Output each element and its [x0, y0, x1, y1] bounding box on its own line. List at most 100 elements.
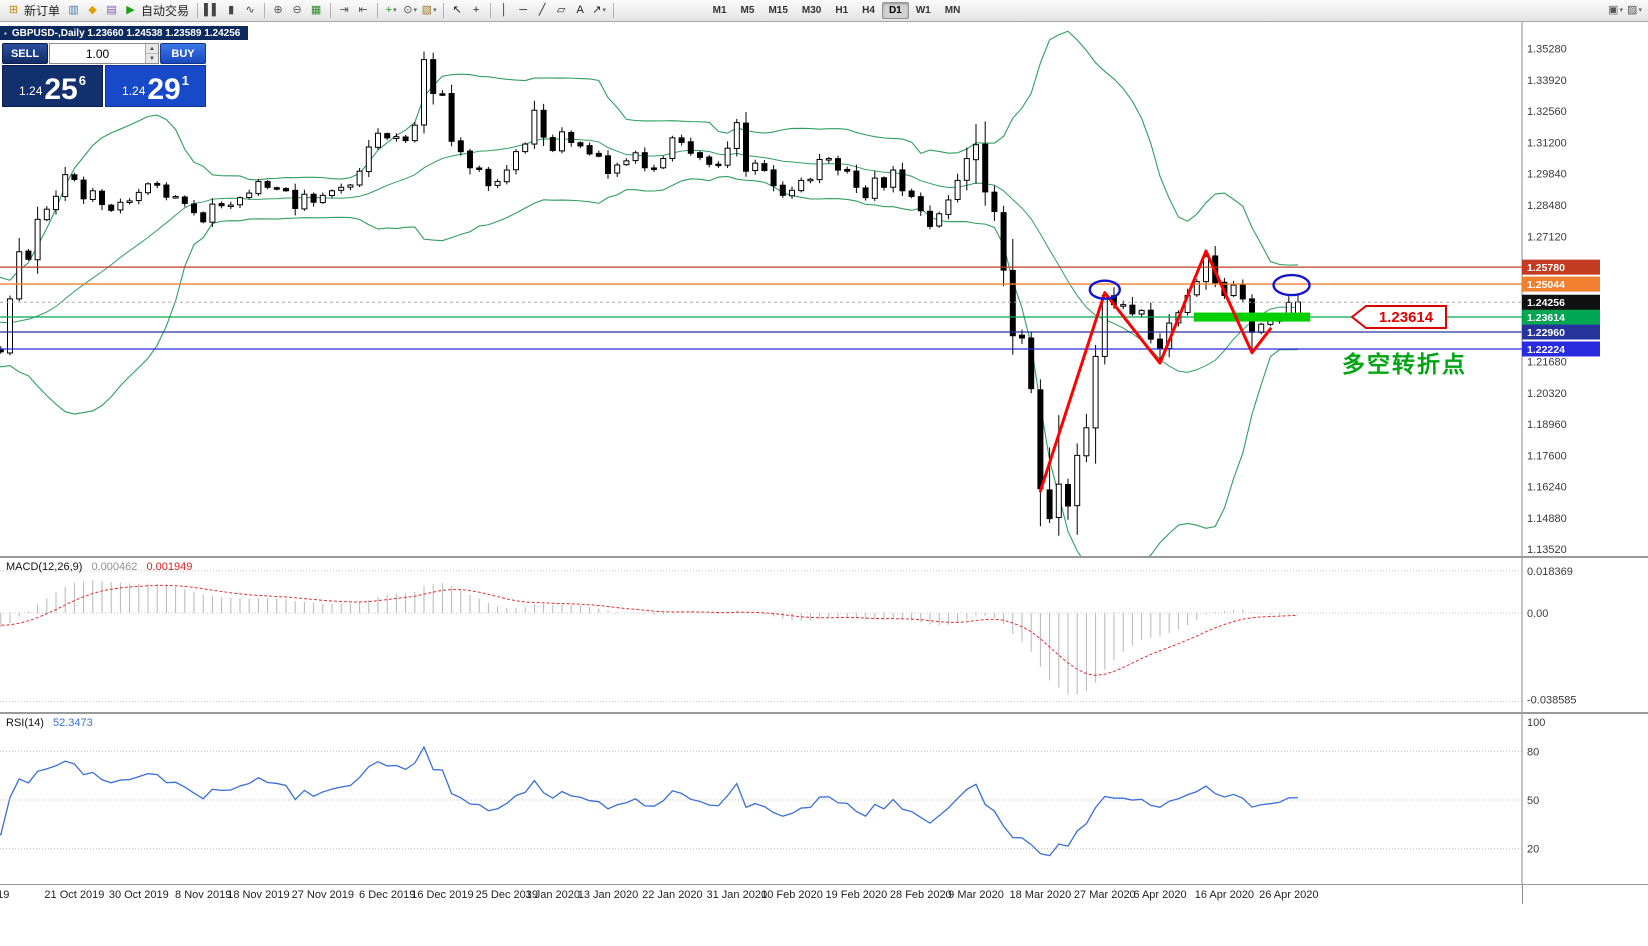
dropdown-caret-icon[interactable]: ▾: [1619, 7, 1623, 14]
line-chart-icon[interactable]: ∿: [245, 4, 255, 16]
rsi-panel[interactable]: RSI(14) 52.3473 100 80 50 20: [0, 712, 1648, 884]
crosshair-icon[interactable]: +: [472, 4, 480, 16]
date-label: 7 Oct 2019: [0, 889, 10, 901]
date-label: 19 Feb 2020: [825, 889, 888, 901]
price-tick: 1.29840: [1527, 169, 1567, 181]
dropdown-caret-icon[interactable]: ▾: [393, 7, 397, 14]
date-label: 6 Dec 2019: [359, 889, 416, 901]
date-label: 10 Feb 2020: [761, 889, 823, 901]
price-tag-1.23614: [1522, 309, 1600, 325]
timeframe-h1-button[interactable]: H1: [835, 5, 849, 16]
sell-button[interactable]: SELL: [2, 43, 48, 64]
dropdown-caret-icon[interactable]: ▾: [433, 7, 437, 14]
date-label: 31 Jan 2020: [706, 889, 768, 901]
date-label: 28 Feb 2020: [889, 889, 952, 901]
main-chart[interactable]: 1.23614 多空转折点 1.35280 1.33920 1.32560 1.31200…: [0, 22, 1648, 556]
vline-icon[interactable]: │: [500, 4, 508, 16]
price-tag-1.22960: [1522, 324, 1600, 340]
ohlc-bars-icon[interactable]: ▌▌: [204, 4, 220, 16]
bottom-filler: [0, 904, 1648, 946]
date-label: 3 Jan 2020: [525, 889, 581, 901]
new-chart-icon[interactable]: ▣ ▾: [1608, 4, 1623, 16]
macd-chart[interactable]: 0.018369 0.00 -0.038585: [0, 558, 1648, 712]
svg-text:1.23614: 1.23614: [1527, 312, 1565, 324]
timeframe-m1-button[interactable]: M1: [712, 5, 727, 16]
dropdown-caret-icon[interactable]: ▾: [413, 7, 417, 14]
data-window-icon[interactable]: ◆: [88, 4, 97, 16]
date-label: 16 Apr 2020: [1194, 889, 1255, 901]
new-order-label[interactable]: 新订单: [24, 4, 61, 18]
timeframe-h4-button[interactable]: H4: [862, 5, 875, 16]
navigator-icon[interactable]: ▤: [106, 4, 117, 16]
sell-price-display[interactable]: 1.24 25 6: [2, 65, 103, 107]
tile-windows-icon[interactable]: ▦: [310, 4, 322, 16]
rsi-chart[interactable]: 100 80 50 20: [0, 714, 1648, 884]
axis-corner-divider: [1522, 885, 1523, 904]
svg-text:1.24256: 1.24256: [1527, 297, 1565, 309]
price-tick: 1.31200: [1527, 137, 1567, 149]
templates-icon[interactable]: ▧ ▾: [421, 4, 437, 16]
price-tick: 1.33920: [1527, 75, 1567, 87]
timeframe-mn-button[interactable]: MN: [944, 5, 961, 16]
new-order-icon[interactable]: ⊞: [8, 4, 19, 16]
turning-point-text[interactable]: 多空转折点: [1342, 351, 1467, 377]
macd-panel[interactable]: MACD(12,26,9) 0.000462 0.001949 0.018369…: [0, 556, 1648, 712]
profiles-menu-icon[interactable]: ▨ ▾: [1627, 4, 1642, 16]
timeframe-m5-button[interactable]: M5: [740, 5, 755, 16]
indicators-icon[interactable]: + ▾: [385, 4, 397, 16]
market-watch-icon[interactable]: ▥: [68, 4, 79, 16]
channel-icon[interactable]: ▱: [556, 4, 566, 16]
auto-scroll-icon[interactable]: ⇥: [339, 4, 349, 16]
ellipse-annotation-1[interactable]: [1088, 279, 1122, 300]
support-highlight-bar[interactable]: [1193, 312, 1311, 322]
price-label-annotation[interactable]: 1.23614: [1350, 304, 1447, 329]
zoom-out-icon[interactable]: ⊖: [292, 4, 302, 16]
volume-down-button[interactable]: ▼: [146, 54, 158, 63]
periods-icon[interactable]: ⊙ ▾: [403, 4, 417, 16]
cursor-icon[interactable]: ↖: [452, 4, 462, 16]
arrow-objects-icon[interactable]: ↗ ▾: [592, 4, 606, 16]
dropdown-caret-icon[interactable]: ▾: [602, 7, 606, 14]
sell-price-main: 25: [44, 72, 78, 106]
trendline-icon[interactable]: ╱: [538, 4, 546, 16]
zigzag-trend-annotation[interactable]: [1038, 249, 1272, 493]
ellipse-annotation-2[interactable]: [1272, 273, 1311, 297]
svg-text:1.25780: 1.25780: [1527, 262, 1565, 274]
text-label-icon[interactable]: A: [576, 4, 584, 16]
timeframe-d1-button[interactable]: D1: [881, 2, 909, 19]
timeframe-w1-button[interactable]: W1: [915, 5, 931, 16]
macd-label: MACD(12,26,9) 0.000462 0.001949: [6, 561, 192, 573]
price-tick: 1.28480: [1527, 200, 1567, 212]
hline-icon[interactable]: ─: [519, 4, 528, 16]
toolbar-separator: [442, 3, 444, 18]
price-tick: 1.21680: [1527, 356, 1567, 368]
toolbar-right-group: ▣ ▾ ▨ ▾: [1606, 2, 1644, 20]
date-label: 18 Nov 2019: [227, 889, 290, 901]
chart-window[interactable]: 1.23614 多空转折点 1.35280 1.33920 1.32560 1.31200…: [0, 22, 1648, 556]
chart-shift-icon[interactable]: ⇤: [358, 4, 368, 16]
timeframe-m30-button[interactable]: M30: [801, 5, 822, 16]
price-tag-1.25780: [1522, 259, 1600, 275]
zoom-in-icon[interactable]: ⊕: [273, 4, 283, 16]
dropdown-caret-icon[interactable]: ▾: [1638, 7, 1642, 14]
buy-button[interactable]: BUY: [160, 43, 206, 64]
timeframe-m15-button[interactable]: M15: [768, 5, 788, 16]
rsi-value: 52.3473: [52, 717, 93, 729]
macd-main-value: 0.000462: [91, 561, 138, 573]
buy-price-display[interactable]: 1.24 29 1: [105, 65, 206, 107]
one-click-trading-panel: SELL 1.00 ▲ ▼ BUY 1.24 25 6 1.24 29 1: [2, 43, 206, 107]
svg-text:1.23614: 1.23614: [1379, 309, 1434, 326]
candlestick-icon[interactable]: ▮: [228, 4, 235, 16]
svg-text:50: 50: [1527, 795, 1539, 807]
svg-text:80: 80: [1527, 746, 1539, 758]
svg-text:1.25044: 1.25044: [1527, 279, 1565, 291]
autotrading-label[interactable]: 自动交易: [141, 4, 190, 18]
toolbar-separator: [263, 3, 265, 18]
autotrading-icon[interactable]: ▶: [126, 4, 135, 16]
volume-up-button[interactable]: ▲: [146, 44, 158, 54]
main-toolbar: ⊞ 新订单 ▥ ◆ ▤ ▶ 自动交易 ▌▌ ▮ ∿ ⊕ ⊖ ▦ ⇥ ⇤ + ▾ ⊙ ▾ ▧ ▾ ↖ + │ ─ ╱ ▱ A ↗ ▾ M1 M…: [0, 0, 1648, 22]
buy-price-prefix: 1.24: [122, 84, 146, 98]
volume-input[interactable]: 1.00: [85, 46, 110, 61]
svg-text:1.22960: 1.22960: [1527, 327, 1565, 339]
